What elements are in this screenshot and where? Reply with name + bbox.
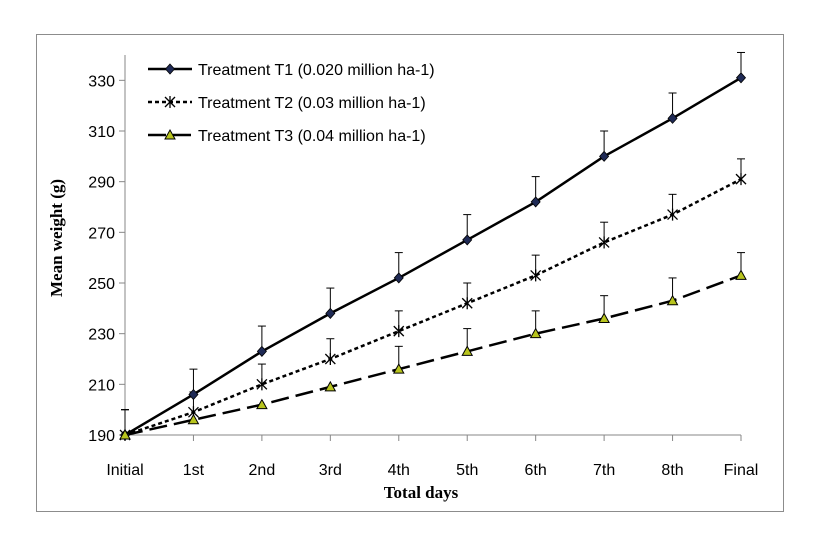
x-axis-title: Total days [384, 483, 459, 502]
legend-entry-3: Treatment T3 (0.04 million ha-1) [198, 128, 426, 145]
legend: Treatment T1 (0.020 million ha-1) Treatme… [148, 62, 435, 145]
data-point-s3 [529, 327, 542, 339]
data-point-s3 [119, 428, 131, 440]
x-tick-label: 1st [183, 462, 205, 479]
data-point-s3 [666, 294, 679, 306]
y-tick-label: 250 [88, 276, 115, 293]
data-point-s1 [462, 234, 473, 246]
y-tick-label: 190 [88, 428, 115, 445]
y-tick-label: 210 [88, 377, 115, 394]
data-point-s2 [324, 353, 336, 365]
data-point-s3 [324, 380, 337, 392]
data-point-s1 [325, 307, 336, 319]
series-lines [124, 76, 742, 437]
x-tick-label: Initial [106, 462, 143, 479]
data-point-s3 [461, 345, 474, 356]
x-tick-label: 4th [388, 462, 410, 479]
y-axis-title: Mean weight (g) [47, 179, 66, 297]
data-point-s2 [735, 173, 747, 186]
x-tick-label: 2nd [249, 462, 276, 479]
legend-marker-3 [164, 128, 176, 140]
x-tick-labels: Initial 1st 2nd 3rd 4th 5th 6th 7th 8th Final [106, 435, 758, 479]
legend-marker-2 [164, 96, 176, 108]
data-point-s2 [598, 236, 610, 249]
legend-marker-1 [164, 63, 176, 75]
data-point-s2 [667, 208, 679, 221]
data-point-s1 [393, 272, 404, 284]
data-point-s3 [735, 269, 747, 280]
data-point-s2 [256, 378, 268, 391]
y-tick-label: 230 [88, 327, 115, 344]
series-line-2 [124, 178, 742, 437]
y-tick-label: 330 [88, 73, 115, 90]
x-tick-label: 7th [593, 462, 615, 479]
x-tick-label: Final [724, 462, 759, 479]
x-tick-label: 3rd [319, 462, 342, 479]
data-point-s3 [598, 312, 610, 323]
data-point-s3 [256, 398, 268, 410]
data-point-s3 [187, 413, 200, 425]
series-line-3 [124, 274, 742, 437]
data-point-s1 [599, 150, 610, 162]
y-tick-label: 310 [88, 124, 115, 141]
data-point-s1 [735, 72, 747, 84]
legend-entry-2: Treatment T2 (0.03 million ha-1) [198, 95, 426, 112]
legend-entry-1: Treatment T1 (0.020 million ha-1) [198, 62, 435, 79]
data-point-s2 [393, 325, 405, 338]
series-markers [119, 72, 747, 441]
data-point-s1 [667, 112, 678, 124]
series-line-1 [124, 76, 742, 437]
data-point-s2 [530, 269, 542, 282]
data-point-s1 [188, 388, 199, 401]
x-tick-label: 5th [456, 462, 478, 479]
data-point-s1 [530, 196, 541, 208]
x-tick-label: 8th [661, 462, 683, 479]
y-tick-label: 270 [88, 225, 115, 242]
data-point-s3 [392, 363, 405, 374]
data-point-s2 [461, 297, 473, 310]
data-point-s1 [256, 345, 267, 357]
y-tick-label: 290 [88, 175, 115, 192]
axes [124, 55, 741, 436]
x-tick-label: 6th [525, 462, 547, 479]
y-tick-labels: 190 210 230 250 270 290 310 330 [88, 73, 125, 445]
